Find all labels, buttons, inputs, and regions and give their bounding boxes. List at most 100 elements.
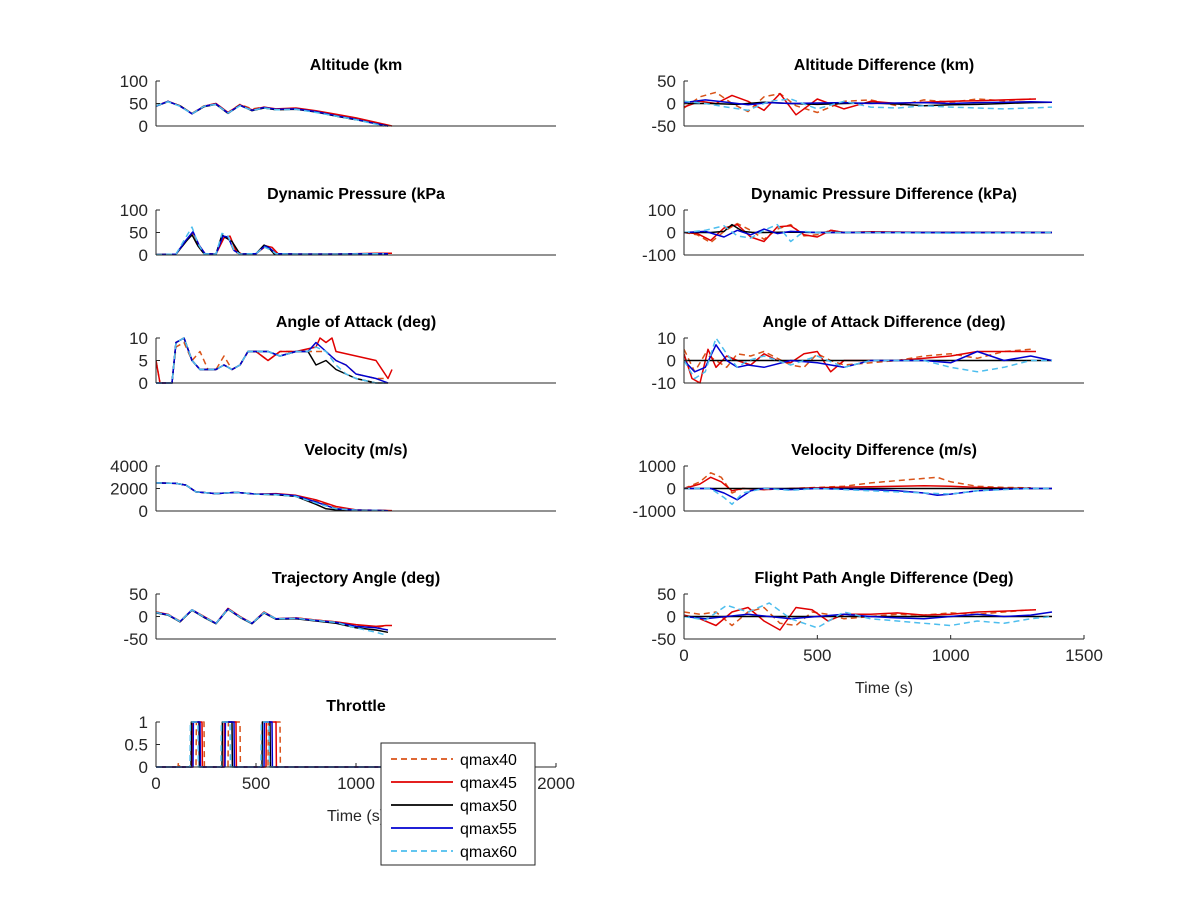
y-tick-label: 10 <box>129 329 148 348</box>
series-line-qmax60 <box>156 482 385 512</box>
subplot-8: Velocity Difference (m/s) 1000 0 -1000 <box>633 442 1084 521</box>
y-tick-label: 100 <box>120 201 148 220</box>
y-tick-label: -1000 <box>633 502 676 521</box>
series-line-qmax55 <box>156 337 389 384</box>
legend-box <box>380 742 536 866</box>
x-tick-label: 1000 <box>932 646 970 665</box>
legend-item-qmax55: qmax55 <box>391 821 517 838</box>
series-line-qmax50 <box>156 482 389 512</box>
series-line-qmax55 <box>684 487 1052 501</box>
subplot-title: Dynamic Pressure Difference (kPa) <box>751 186 1017 203</box>
series-group <box>684 222 1053 244</box>
y-tick-label: -50 <box>123 630 148 649</box>
series-line-qmax60 <box>684 602 1053 629</box>
y-tick-label: 50 <box>129 224 148 243</box>
x-tick-label: 2000 <box>537 774 575 793</box>
y-tick-label: 4000 <box>110 457 148 476</box>
subplot-6: Angle of Attack Difference (deg) 10 0 -10 <box>651 314 1084 393</box>
series-line-qmax60 <box>156 721 384 768</box>
y-tick-label: 0 <box>667 352 676 371</box>
subplot-title: Dynamic Pressure (kPa <box>267 186 445 203</box>
x-axis-label: Time (s) <box>327 808 385 825</box>
series-line-qmax60 <box>684 98 1053 112</box>
legend-item-qmax45: qmax45 <box>391 775 517 792</box>
y-tick-label: 100 <box>648 201 676 220</box>
series-group <box>156 100 393 127</box>
y-tick-label: 50 <box>657 585 676 604</box>
series-group <box>684 337 1053 384</box>
series-group <box>156 226 392 256</box>
series-line-qmax60 <box>156 608 385 636</box>
subplot-title: Velocity Difference (m/s) <box>791 442 977 459</box>
y-tick-label: 0 <box>667 608 676 627</box>
subplot-title: Angle of Attack (deg) <box>276 314 436 331</box>
series-group <box>156 482 393 512</box>
legend-item-qmax40: qmax40 <box>391 752 517 769</box>
series-group <box>156 607 392 636</box>
subplot-title: Throttle <box>326 698 386 715</box>
y-tick-label: 1000 <box>638 457 676 476</box>
legend-item-qmax50: qmax50 <box>391 798 517 815</box>
x-tick-label: 1000 <box>337 774 375 793</box>
subplot-title: Altitude Difference (km) <box>794 57 974 74</box>
y-tick-label: 0 <box>139 374 148 393</box>
y-tick-label: 5 <box>139 352 148 371</box>
y-tick-label: -50 <box>651 630 676 649</box>
series-line-qmax60 <box>156 337 384 384</box>
legend-label: qmax45 <box>460 775 517 792</box>
y-tick-label: 0 <box>139 502 148 521</box>
x-tick-label: 500 <box>242 774 270 793</box>
legend-label: qmax50 <box>460 798 517 815</box>
x-axis-label: Time (s) <box>855 680 913 697</box>
x-tick-label: 0 <box>151 774 160 793</box>
legend: qmax40 qmax45 qmax50 qmax55 qmax60 <box>380 742 536 866</box>
series-line-qmax60 <box>156 100 385 127</box>
y-tick-label: -50 <box>651 117 676 136</box>
subplot-title: Trajectory Angle (deg) <box>272 570 440 587</box>
series-line-qmax40 <box>684 606 1031 627</box>
subplot-title: Altitude (km <box>310 57 402 74</box>
x-tick-label: 500 <box>803 646 831 665</box>
series-line-qmax40 <box>156 234 386 256</box>
y-tick-label: 50 <box>129 95 148 114</box>
series-line-qmax45 <box>684 92 1037 116</box>
series-line-qmax60 <box>684 487 1052 506</box>
legend-label: qmax60 <box>460 844 517 861</box>
series-group <box>156 721 392 768</box>
subplot-1: Altitude (km 100 50 0 <box>120 57 556 136</box>
y-tick-label: 0 <box>667 224 676 243</box>
y-tick-label: 0 <box>139 758 148 777</box>
series-line-qmax55 <box>684 344 1053 373</box>
y-tick-label: 0 <box>667 95 676 114</box>
subplot-3: Dynamic Pressure (kPa 100 50 0 <box>120 186 556 265</box>
subplot-5: Angle of Attack (deg) 10 5 0 <box>129 314 556 393</box>
legend-item-qmax60: qmax60 <box>391 844 517 861</box>
y-tick-label: 100 <box>120 72 148 91</box>
subplot-10: Flight Path Angle Difference (Deg)500-50… <box>651 570 1102 697</box>
y-tick-label: 10 <box>657 329 676 348</box>
subplot-4: Dynamic Pressure Difference (kPa) 100 0 -10… <box>642 186 1084 265</box>
series-group <box>684 91 1053 116</box>
y-tick-label: 0 <box>139 608 148 627</box>
y-tick-label: 2000 <box>110 480 148 499</box>
y-tick-label: 50 <box>657 72 676 91</box>
series-line-qmax60 <box>156 226 384 256</box>
subplot-title: Velocity (m/s) <box>304 442 407 459</box>
series-line-qmax40 <box>156 482 387 512</box>
y-tick-label: 0 <box>139 246 148 265</box>
series-line-qmax55 <box>156 100 389 127</box>
y-tick-label: 0.5 <box>124 736 148 755</box>
y-tick-label: 0 <box>667 480 676 499</box>
series-line-qmax50 <box>156 608 389 634</box>
series-group <box>156 337 393 384</box>
series-line-qmax50 <box>156 337 388 384</box>
x-tick-label: 1500 <box>1065 646 1103 665</box>
legend-label: qmax55 <box>460 821 517 838</box>
series-line-qmax45 <box>684 606 1037 631</box>
y-tick-label: 0 <box>139 117 148 136</box>
series-line-qmax60 <box>684 223 1053 243</box>
series-line-qmax55 <box>684 99 1053 106</box>
x-tick-label: 0 <box>679 646 688 665</box>
